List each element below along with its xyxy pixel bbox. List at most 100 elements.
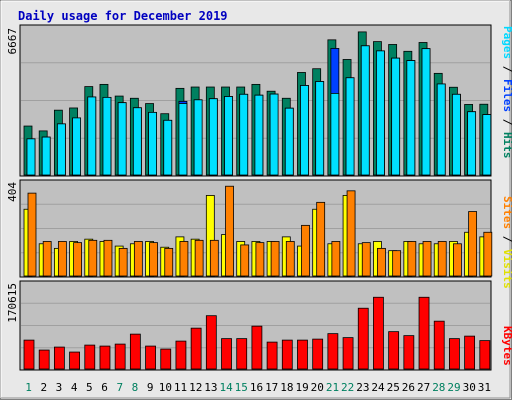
legend-separator: / bbox=[501, 59, 512, 79]
day-tick-label: 20 bbox=[311, 381, 324, 394]
sites-bar bbox=[27, 192, 37, 277]
sites-bar bbox=[453, 243, 462, 277]
sites-bar bbox=[42, 241, 52, 277]
pages-bar bbox=[41, 136, 51, 176]
day-tick-label: 8 bbox=[132, 381, 139, 394]
kbytes-bar bbox=[53, 346, 65, 370]
lower-axis-max-label: 170615 bbox=[6, 283, 19, 323]
day-tick-label: 4 bbox=[71, 381, 78, 394]
sites-bar bbox=[255, 242, 265, 277]
day-tick-label: 26 bbox=[402, 381, 415, 394]
day-tick-label: 22 bbox=[341, 381, 354, 394]
kbytes-bar bbox=[129, 333, 141, 370]
day-tick-label: 15 bbox=[235, 381, 248, 394]
sites-bar bbox=[422, 241, 432, 277]
pages-bar bbox=[254, 94, 264, 176]
kbytes-bar bbox=[23, 339, 35, 370]
kbytes-bar bbox=[221, 338, 232, 370]
kbytes-bar bbox=[464, 335, 476, 370]
legend-files: Files bbox=[501, 79, 512, 112]
day-tick-label: 31 bbox=[478, 381, 491, 394]
kbytes-bar bbox=[433, 320, 445, 370]
upper-axis-max-label: 6667 bbox=[6, 28, 19, 55]
kbytes-bar bbox=[403, 335, 415, 370]
sites-bar bbox=[301, 224, 310, 277]
day-tick-label: 14 bbox=[219, 381, 233, 394]
day-tick-label: 17 bbox=[265, 381, 278, 394]
pages-bar bbox=[56, 123, 66, 176]
pages-bar bbox=[467, 111, 477, 176]
sites-bar bbox=[225, 185, 234, 277]
pages-bar bbox=[178, 103, 188, 176]
kbytes-bar bbox=[236, 338, 248, 370]
pages-bar bbox=[376, 50, 385, 176]
legend-pages: Pages bbox=[501, 26, 512, 59]
pages-bar bbox=[360, 45, 370, 176]
pages-bar bbox=[391, 57, 401, 176]
sites-bar bbox=[331, 241, 341, 277]
pages-bar bbox=[269, 93, 279, 176]
pages-bar bbox=[72, 117, 81, 176]
upper-legend: Pages / Files / Hits bbox=[501, 26, 512, 159]
day-tick-label: 21 bbox=[326, 381, 339, 394]
day-tick-label: 1 bbox=[25, 381, 32, 394]
day-tick-label: 10 bbox=[159, 381, 172, 394]
day-tick-label: 23 bbox=[356, 381, 369, 394]
day-tick-label: 18 bbox=[280, 381, 293, 394]
kbytes-bar bbox=[479, 340, 491, 370]
pages-bar bbox=[148, 111, 157, 176]
day-tick-label: 25 bbox=[387, 381, 400, 394]
kbytes-bar bbox=[99, 345, 111, 370]
pages-bar bbox=[345, 77, 355, 176]
legend-hits: Hits bbox=[501, 132, 512, 159]
pages-bar bbox=[102, 96, 112, 176]
sites-bar bbox=[407, 241, 417, 277]
day-tick-label: 7 bbox=[116, 381, 123, 394]
day-tick-label: 5 bbox=[86, 381, 93, 394]
pages-bar bbox=[163, 119, 173, 176]
sites-bar bbox=[118, 247, 128, 277]
kbytes-bar bbox=[175, 340, 187, 370]
kbytes-bar bbox=[357, 307, 369, 370]
kbytes-bar bbox=[205, 315, 217, 370]
pages-bar bbox=[193, 99, 203, 176]
kbytes-bar bbox=[114, 343, 126, 370]
day-tick-label: 28 bbox=[432, 381, 445, 394]
sites-bar bbox=[133, 241, 143, 277]
pages-bar bbox=[452, 93, 461, 176]
sites-bar bbox=[149, 242, 158, 277]
legend-kbytes: KBytes bbox=[501, 326, 512, 366]
kbytes-bar bbox=[190, 327, 202, 370]
kbytes-bar bbox=[342, 337, 354, 370]
day-tick-label: 29 bbox=[447, 381, 460, 394]
legend-separator: / bbox=[501, 112, 512, 132]
sites-bar bbox=[468, 211, 478, 277]
day-tick-label: 27 bbox=[417, 381, 430, 394]
day-tick-label: 16 bbox=[250, 381, 263, 394]
chart-title: Daily usage for December 2019 bbox=[18, 9, 228, 23]
sites-bar bbox=[346, 190, 356, 277]
pages-bar bbox=[300, 85, 309, 176]
sites-bar bbox=[483, 231, 493, 277]
kbytes-bar bbox=[266, 341, 278, 370]
kbytes-bar bbox=[373, 296, 384, 370]
pages-bar bbox=[421, 48, 431, 176]
kbytes-bar bbox=[281, 339, 293, 370]
day-tick-label: 2 bbox=[40, 381, 47, 394]
kbytes-bar bbox=[84, 344, 96, 370]
kbytes-bar bbox=[388, 331, 400, 370]
legend-visits: Visits bbox=[501, 249, 512, 289]
lower-legend: KBytes bbox=[501, 326, 512, 366]
day-tick-label: 24 bbox=[371, 381, 385, 394]
kbytes-bar bbox=[69, 351, 80, 370]
kbytes-bar bbox=[145, 345, 156, 370]
sites-bar bbox=[377, 247, 386, 277]
sites-bar bbox=[209, 239, 219, 277]
day-tick-label: 9 bbox=[147, 381, 154, 394]
day-tick-label: 3 bbox=[56, 381, 63, 394]
sites-bar bbox=[316, 201, 326, 277]
sites-bar bbox=[240, 244, 250, 277]
pages-bar bbox=[406, 60, 416, 176]
day-tick-label: 6 bbox=[101, 381, 108, 394]
pages-bar bbox=[315, 81, 325, 176]
